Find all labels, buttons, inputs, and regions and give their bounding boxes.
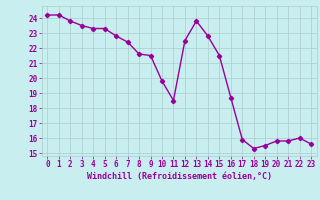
X-axis label: Windchill (Refroidissement éolien,°C): Windchill (Refroidissement éolien,°C) [87, 172, 272, 181]
